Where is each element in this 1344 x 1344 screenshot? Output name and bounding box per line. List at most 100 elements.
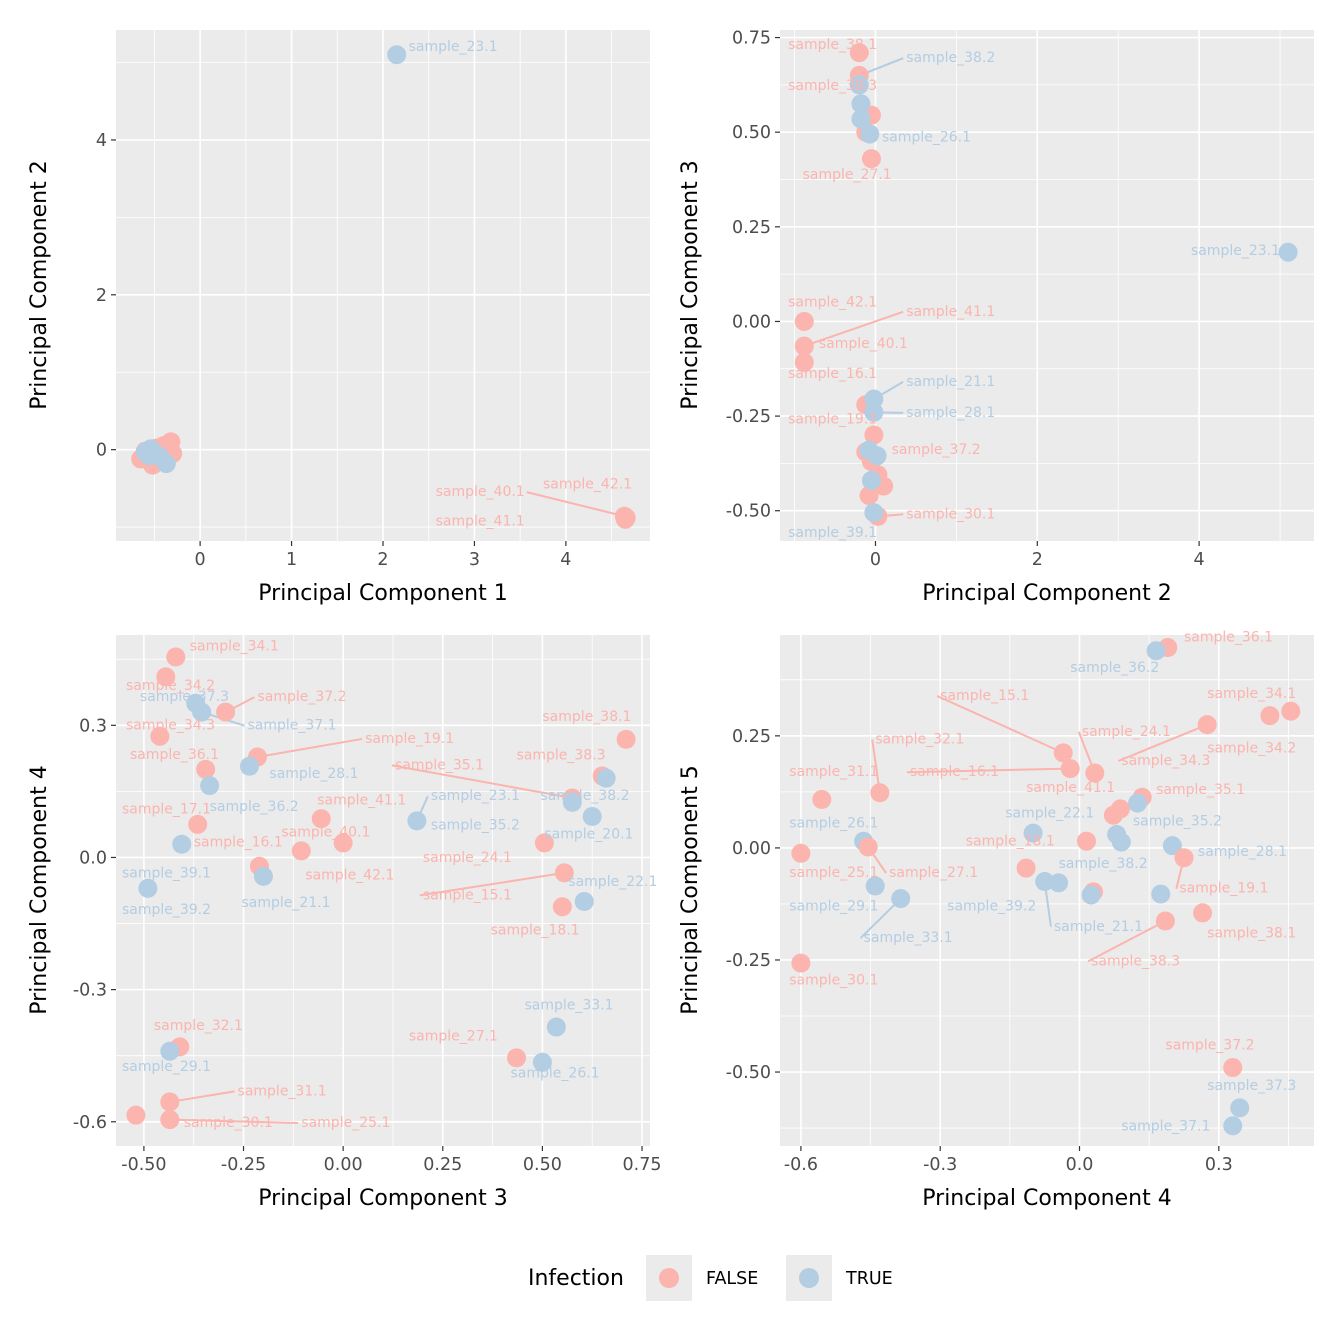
- data-point-false: [156, 667, 176, 687]
- point-label: sample_37.1: [248, 718, 337, 734]
- data-point-false: [1281, 701, 1301, 721]
- data-point-false: [1223, 1058, 1243, 1078]
- data-point-false: [552, 897, 572, 917]
- point-label: sample_37.3: [140, 689, 229, 705]
- point-labels: sample_38.1 sample_38.2 sample_38.3 sample_…: [788, 37, 1280, 541]
- point-label: sample_34.2: [1207, 740, 1296, 756]
- label-leaders: [526, 491, 625, 518]
- x-tick-label: 0: [195, 550, 206, 570]
- y-tick-label: 0.25: [732, 727, 771, 747]
- point-label: sample_28.1: [269, 766, 358, 782]
- leader-line: [169, 1090, 235, 1103]
- point-label: sample_34.2: [126, 678, 215, 694]
- data-point-false: [791, 953, 811, 973]
- point-label: sample_37.2: [892, 442, 981, 458]
- data-point-true: [849, 75, 869, 95]
- data-point-true: [574, 892, 594, 912]
- data-point-false: [849, 43, 869, 63]
- point-label: sample_37.2: [257, 689, 346, 705]
- point-label: sample_40.1: [436, 484, 525, 500]
- leader-line: [391, 764, 573, 799]
- data-point-true: [562, 792, 582, 812]
- point-label: sample_32.1: [154, 1018, 243, 1034]
- point-label: sample_25.1: [301, 1115, 390, 1131]
- data-point-true: [1128, 793, 1148, 813]
- leader-line: [1087, 920, 1166, 963]
- point-label: sample_39.1: [122, 865, 211, 881]
- data-point-true: [851, 94, 871, 114]
- point-label: sample_41.1: [317, 793, 406, 809]
- data-point-false: [196, 759, 216, 779]
- x-tick-label: 0.75: [623, 1155, 662, 1175]
- data-point-false: [1174, 848, 1194, 868]
- data-point-false: [1076, 831, 1096, 851]
- data-point-true: [861, 470, 881, 490]
- data-point-false: [864, 425, 884, 445]
- point-label: sample_38.3: [1091, 953, 1180, 969]
- point-label: sample_20.1: [544, 827, 633, 843]
- data-point-false: [534, 833, 554, 853]
- data-point-true: [1035, 872, 1055, 892]
- point-label: sample_41.1: [436, 514, 525, 530]
- legend-label-false: FALSE: [706, 1269, 758, 1289]
- point-label: sample_15.1: [423, 887, 512, 903]
- panel-pc1-vs-pc2: 0 1 2 3 4 0 2 4 Principal Component 1 Principal C…: [27, 30, 650, 606]
- y-tick-label: 0.00: [732, 839, 771, 859]
- point-label: sample_18.1: [491, 923, 580, 939]
- data-point-true: [867, 446, 887, 466]
- x-tick-label: 0.50: [523, 1155, 562, 1175]
- point-label: sample_38.2: [906, 50, 995, 66]
- x-tick-label: -0.25: [221, 1155, 266, 1175]
- leader-line: [169, 1118, 299, 1125]
- point-label: sample_28.1: [1198, 844, 1287, 860]
- data-point-true: [865, 876, 885, 896]
- y-tick-label: -0.6: [73, 1113, 107, 1133]
- data-point-true: [864, 402, 884, 422]
- point-label: sample_41.1: [906, 304, 995, 320]
- point-label: sample_24.1: [1082, 724, 1171, 740]
- data-point-true: [1223, 1116, 1243, 1136]
- x-tick-label: 0: [870, 550, 881, 570]
- data-point-true: [1023, 823, 1043, 843]
- point-label: sample_19.1: [365, 731, 454, 747]
- point-label: sample_27.1: [803, 167, 892, 183]
- legend: Infection FALSE TRUE: [528, 1255, 893, 1301]
- point-label: sample_21.1: [906, 374, 995, 390]
- data-point-true: [1111, 832, 1131, 852]
- data-point-false: [216, 702, 236, 722]
- data-point-true: [582, 806, 602, 826]
- point-label: sample_34.3: [126, 718, 215, 734]
- point-label: sample_19.1: [788, 412, 877, 428]
- y-axis-title: Principal Component 3: [678, 160, 703, 409]
- point-label: sample_30.1: [906, 506, 995, 522]
- data-point-false: [616, 729, 636, 749]
- leader-line: [257, 737, 363, 759]
- point-label: sample_34.1: [190, 638, 279, 654]
- y-tick-label: 0.00: [732, 312, 771, 332]
- point-label: sample_23.1: [431, 788, 520, 804]
- leader-line: [526, 491, 625, 518]
- data-point-false: [794, 311, 814, 331]
- point-label: sample_22.1: [1005, 805, 1094, 821]
- data-point-true: [1151, 884, 1171, 904]
- point-label: sample_23.1: [409, 39, 498, 55]
- point-label: sample_35.1: [395, 757, 484, 773]
- panel-pc4-vs-pc5: -0.6 -0.3 0.0 0.3 -0.50 -0.25 0.00 0.25 Principa…: [678, 630, 1314, 1211]
- legend-dot-false: [659, 1268, 679, 1288]
- point-label: sample_35.2: [1133, 814, 1222, 830]
- data-point-false: [858, 837, 878, 857]
- y-tick-label: 0.50: [732, 123, 771, 143]
- point-label: sample_38.1: [1207, 926, 1296, 942]
- data-point-false: [870, 783, 890, 803]
- point-label: sample_40.1: [281, 824, 370, 840]
- data-point-true: [253, 866, 273, 886]
- y-tick-label: 2: [96, 286, 107, 306]
- data-point-false: [1085, 763, 1105, 783]
- point-label: sample_27.1: [889, 865, 978, 881]
- point-label: sample_36.1: [1184, 630, 1273, 646]
- data-point-true: [864, 503, 884, 523]
- data-point-true: [596, 768, 616, 788]
- data-point-true: [864, 389, 884, 409]
- data-point-false: [166, 647, 186, 667]
